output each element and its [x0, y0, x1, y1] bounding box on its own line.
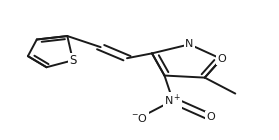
Text: O: O: [206, 112, 215, 122]
Text: $^{-}$O: $^{-}$O: [131, 112, 148, 124]
Text: S: S: [69, 54, 76, 67]
Text: O: O: [217, 54, 226, 64]
Text: N$^+$: N$^+$: [164, 93, 182, 108]
Text: N: N: [185, 39, 194, 49]
